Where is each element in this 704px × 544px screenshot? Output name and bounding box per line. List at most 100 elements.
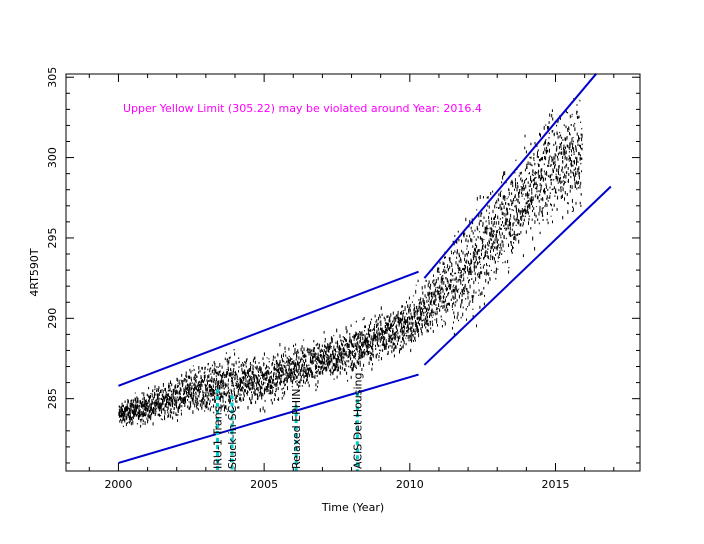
data-point: [255, 400, 257, 404]
data-point: [218, 380, 220, 384]
data-point: [325, 351, 327, 355]
data-point: [394, 333, 396, 336]
data-point: [527, 208, 529, 210]
data-point: [516, 198, 518, 201]
data-point: [330, 342, 332, 344]
data-point: [348, 344, 349, 346]
y-tick-label: 290: [46, 308, 59, 329]
data-point: [469, 284, 471, 289]
data-point: [499, 233, 501, 236]
data-point: [422, 307, 424, 310]
data-point: [398, 318, 400, 320]
data-point: [498, 220, 500, 225]
data-point: [281, 388, 283, 391]
data-point: [447, 287, 448, 291]
data-point: [239, 389, 241, 392]
data-point: [417, 318, 419, 321]
data-point: [149, 414, 151, 419]
data-point: [406, 321, 408, 324]
data-point: [303, 366, 305, 368]
data-point: [361, 343, 362, 347]
data-point: [492, 229, 494, 234]
data-point: [153, 406, 154, 409]
data-point: [544, 156, 546, 160]
data-point: [496, 199, 498, 204]
data-point: [412, 334, 414, 336]
data-point: [556, 145, 558, 150]
data-point: [292, 361, 294, 365]
data-point: [439, 273, 441, 275]
data-point: [561, 168, 563, 171]
data-point: [542, 176, 544, 179]
data-point: [484, 253, 486, 257]
data-point: [556, 179, 558, 182]
data-point: [468, 272, 470, 276]
data-point: [235, 395, 237, 399]
data-point: [369, 350, 371, 353]
data-point: [260, 374, 262, 376]
data-point: [559, 151, 561, 155]
data-point: [216, 366, 218, 368]
data-point: [445, 296, 447, 298]
data-point: [363, 349, 365, 351]
data-point: [574, 179, 576, 182]
data-point: [491, 220, 493, 225]
data-point: [489, 239, 491, 241]
data-point: [473, 266, 475, 268]
data-point: [365, 339, 367, 343]
data-point: [443, 320, 445, 322]
data-point: [545, 202, 547, 206]
data-point: [440, 305, 442, 307]
data-point: [569, 156, 571, 160]
data-point: [543, 163, 545, 166]
data-point: [359, 356, 361, 360]
data-point: [381, 337, 383, 340]
data-point: [246, 387, 248, 389]
data-point: [452, 286, 454, 288]
data-point: [397, 332, 399, 335]
data-point: [436, 290, 438, 293]
data-point: [182, 397, 184, 401]
data-point: [173, 399, 175, 401]
data-point: [194, 374, 196, 378]
data-point: [349, 351, 351, 353]
data-point: [122, 408, 123, 413]
data-point: [223, 371, 225, 375]
data-point: [263, 363, 265, 365]
data-point: [348, 352, 350, 354]
data-point: [272, 386, 274, 389]
data-point: [513, 222, 515, 224]
data-point: [502, 217, 504, 219]
data-point: [120, 419, 122, 421]
data-point: [271, 385, 273, 389]
data-point: [450, 279, 452, 283]
data-point: [170, 395, 172, 399]
data-point: [534, 220, 536, 224]
data-point: [258, 382, 260, 385]
data-point: [406, 312, 408, 315]
data-point: [564, 151, 566, 156]
data-point: [569, 144, 571, 148]
data-point: [216, 371, 217, 375]
data-point: [224, 357, 226, 361]
data-point: [161, 418, 163, 421]
data-point: [399, 335, 401, 338]
data-point: [543, 150, 545, 154]
event-label: IRU-1 Trans: [212, 406, 225, 469]
data-point: [147, 394, 149, 397]
data-point: [482, 247, 484, 250]
data-point: [435, 289, 436, 291]
data-point: [237, 406, 239, 409]
data-point: [433, 283, 435, 287]
data-point: [207, 391, 209, 394]
data-point: [272, 355, 274, 359]
data-point: [188, 395, 190, 398]
data-point: [293, 363, 295, 368]
data-point: [500, 206, 502, 211]
data-point: [497, 261, 499, 263]
data-point: [143, 392, 145, 396]
data-point: [290, 362, 292, 365]
data-point: [441, 278, 443, 280]
data-point: [177, 406, 179, 411]
data-point: [441, 276, 443, 279]
